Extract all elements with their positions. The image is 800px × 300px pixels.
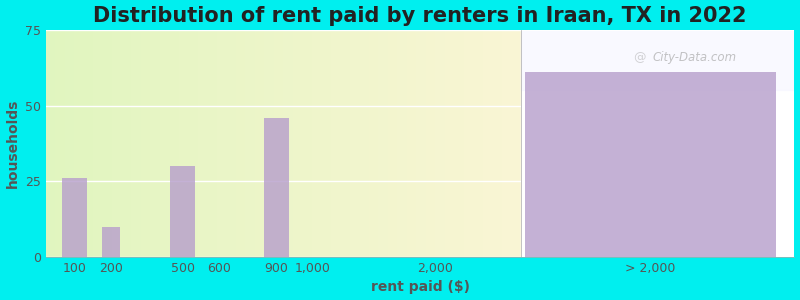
Bar <box>74 30 84 257</box>
Bar <box>521 30 794 257</box>
Bar <box>293 30 302 257</box>
Bar <box>265 30 274 257</box>
Bar <box>170 166 195 257</box>
Bar <box>378 30 388 257</box>
Bar <box>94 30 103 257</box>
Bar <box>369 30 378 257</box>
Bar <box>122 30 131 257</box>
Bar <box>388 30 398 257</box>
Bar <box>474 30 483 257</box>
Bar <box>255 30 265 257</box>
Bar <box>264 118 289 257</box>
Bar <box>46 30 55 257</box>
Bar <box>417 30 426 257</box>
Bar <box>226 30 236 257</box>
Bar <box>341 30 350 257</box>
Bar <box>407 30 417 257</box>
Bar <box>454 30 464 257</box>
Bar <box>398 30 407 257</box>
Bar <box>217 30 226 257</box>
Bar <box>426 30 435 257</box>
Bar <box>350 30 359 257</box>
Bar <box>207 30 217 257</box>
Bar <box>55 30 65 257</box>
Bar <box>198 30 207 257</box>
Bar <box>322 30 331 257</box>
Bar <box>445 30 454 257</box>
Bar <box>189 30 198 257</box>
Title: Distribution of rent paid by renters in Iraan, TX in 2022: Distribution of rent paid by renters in … <box>94 6 747 26</box>
Bar <box>150 30 160 257</box>
Bar <box>502 30 511 257</box>
Bar <box>302 30 312 257</box>
Bar <box>331 30 341 257</box>
Bar <box>102 227 120 257</box>
Bar <box>274 30 283 257</box>
Bar <box>359 30 369 257</box>
Bar <box>283 30 293 257</box>
Text: City-Data.com: City-Data.com <box>652 51 736 64</box>
Bar <box>312 30 322 257</box>
Bar <box>511 30 521 257</box>
Bar <box>103 30 113 257</box>
Bar <box>170 30 179 257</box>
Bar <box>179 30 189 257</box>
X-axis label: rent paid ($): rent paid ($) <box>370 280 470 294</box>
Text: @: @ <box>634 51 646 64</box>
Bar <box>65 30 74 257</box>
Bar <box>160 30 170 257</box>
Bar <box>141 30 150 257</box>
Bar <box>113 30 122 257</box>
Bar <box>84 30 94 257</box>
Bar <box>62 178 87 257</box>
Bar <box>493 30 502 257</box>
Bar <box>131 30 141 257</box>
Y-axis label: households: households <box>6 99 19 188</box>
Bar <box>483 30 493 257</box>
Bar <box>435 30 445 257</box>
Bar <box>521 30 794 91</box>
Bar <box>246 30 255 257</box>
Bar <box>525 72 777 257</box>
Bar <box>236 30 246 257</box>
Bar <box>464 30 474 257</box>
